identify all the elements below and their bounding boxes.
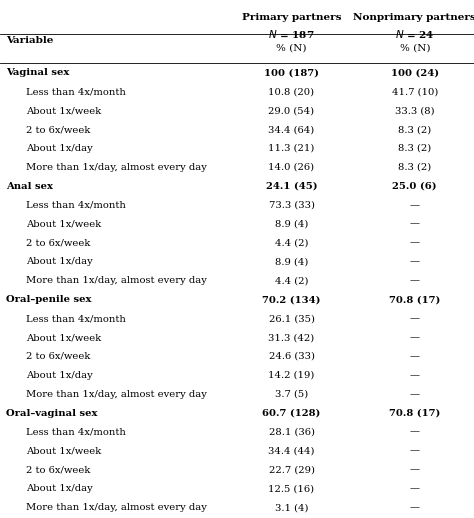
Text: About 1x/week: About 1x/week: [26, 447, 101, 455]
Text: Anal sex: Anal sex: [6, 182, 53, 191]
Text: 2 to 6x/week: 2 to 6x/week: [26, 465, 91, 474]
Text: 3.1 (4): 3.1 (4): [275, 503, 308, 512]
Text: 8.3 (2): 8.3 (2): [398, 163, 431, 172]
Text: More than 1x/day, almost every day: More than 1x/day, almost every day: [26, 390, 207, 399]
Text: —: —: [410, 257, 420, 266]
Text: 24.6 (33): 24.6 (33): [268, 352, 315, 361]
Text: 10.8 (20): 10.8 (20): [268, 87, 315, 96]
Text: 26.1 (35): 26.1 (35): [268, 314, 315, 323]
Text: 70.8 (17): 70.8 (17): [389, 409, 440, 418]
Text: —: —: [410, 238, 420, 248]
Text: 2 to 6x/week: 2 to 6x/week: [26, 125, 91, 134]
Text: Variable: Variable: [6, 36, 53, 45]
Text: About 1x/day: About 1x/day: [26, 484, 93, 493]
Text: 4.4 (2): 4.4 (2): [275, 277, 308, 285]
Text: —: —: [410, 333, 420, 342]
Text: 8.9 (4): 8.9 (4): [275, 220, 308, 228]
Text: About 1x/week: About 1x/week: [26, 333, 101, 342]
Text: 14.0 (26): 14.0 (26): [268, 163, 315, 172]
Text: —: —: [410, 503, 420, 512]
Text: —: —: [410, 277, 420, 285]
Text: Vaginal sex: Vaginal sex: [6, 68, 69, 77]
Text: 70.8 (17): 70.8 (17): [389, 295, 440, 304]
Text: 11.3 (21): 11.3 (21): [268, 144, 315, 153]
Text: 2 to 6x/week: 2 to 6x/week: [26, 238, 91, 248]
Text: 2 to 6x/week: 2 to 6x/week: [26, 352, 91, 361]
Text: 28.1 (36): 28.1 (36): [268, 428, 315, 437]
Text: 8.3 (2): 8.3 (2): [398, 125, 431, 134]
Text: 8.3 (2): 8.3 (2): [398, 144, 431, 153]
Text: 4.4 (2): 4.4 (2): [275, 238, 308, 248]
Text: —: —: [410, 200, 420, 210]
Text: 24.1 (45): 24.1 (45): [266, 182, 317, 191]
Text: About 1x/day: About 1x/day: [26, 257, 93, 266]
Text: 100 (24): 100 (24): [391, 68, 439, 77]
Text: Less than 4x/month: Less than 4x/month: [26, 428, 126, 437]
Text: About 1x/week: About 1x/week: [26, 220, 101, 228]
Text: More than 1x/day, almost every day: More than 1x/day, almost every day: [26, 163, 207, 172]
Text: % (N): % (N): [276, 44, 307, 53]
Text: Oral–vaginal sex: Oral–vaginal sex: [6, 409, 97, 418]
Text: Primary partners: Primary partners: [242, 13, 341, 22]
Text: —: —: [410, 484, 420, 493]
Text: 33.3 (8): 33.3 (8): [395, 106, 435, 115]
Text: 70.2 (134): 70.2 (134): [262, 295, 321, 304]
Text: 25.0 (6): 25.0 (6): [392, 182, 437, 191]
Text: 8.9 (4): 8.9 (4): [275, 257, 308, 266]
Text: 3.7 (5): 3.7 (5): [275, 390, 308, 399]
Text: 60.7 (128): 60.7 (128): [262, 409, 321, 418]
Text: 12.5 (16): 12.5 (16): [268, 484, 315, 493]
Text: More than 1x/day, almost every day: More than 1x/day, almost every day: [26, 277, 207, 285]
Text: More than 1x/day, almost every day: More than 1x/day, almost every day: [26, 503, 207, 512]
Text: —: —: [410, 447, 420, 455]
Text: —: —: [410, 428, 420, 437]
Text: —: —: [410, 371, 420, 380]
Text: —: —: [410, 220, 420, 228]
Text: 14.2 (19): 14.2 (19): [268, 371, 315, 380]
Text: 73.3 (33): 73.3 (33): [268, 200, 315, 210]
Text: 34.4 (44): 34.4 (44): [268, 447, 315, 455]
Text: About 1x/week: About 1x/week: [26, 106, 101, 115]
Text: Nonprimary partners: Nonprimary partners: [354, 13, 474, 22]
Text: 29.0 (54): 29.0 (54): [268, 106, 315, 115]
Text: Less than 4x/month: Less than 4x/month: [26, 200, 126, 210]
Text: 31.3 (42): 31.3 (42): [268, 333, 315, 342]
Text: About 1x/day: About 1x/day: [26, 371, 93, 380]
Text: 34.4 (64): 34.4 (64): [268, 125, 315, 134]
Text: 22.7 (29): 22.7 (29): [268, 465, 315, 474]
Text: —: —: [410, 390, 420, 399]
Text: —: —: [410, 314, 420, 323]
Text: $N$ = 24: $N$ = 24: [395, 28, 435, 40]
Text: Less than 4x/month: Less than 4x/month: [26, 87, 126, 96]
Text: Less than 4x/month: Less than 4x/month: [26, 314, 126, 323]
Text: —: —: [410, 352, 420, 361]
Text: 100 (187): 100 (187): [264, 68, 319, 77]
Text: 41.7 (10): 41.7 (10): [392, 87, 438, 96]
Text: $N$ = 187: $N$ = 187: [268, 28, 315, 40]
Text: Oral–penile sex: Oral–penile sex: [6, 295, 91, 304]
Text: % (N): % (N): [400, 44, 430, 53]
Text: About 1x/day: About 1x/day: [26, 144, 93, 153]
Text: —: —: [410, 465, 420, 474]
